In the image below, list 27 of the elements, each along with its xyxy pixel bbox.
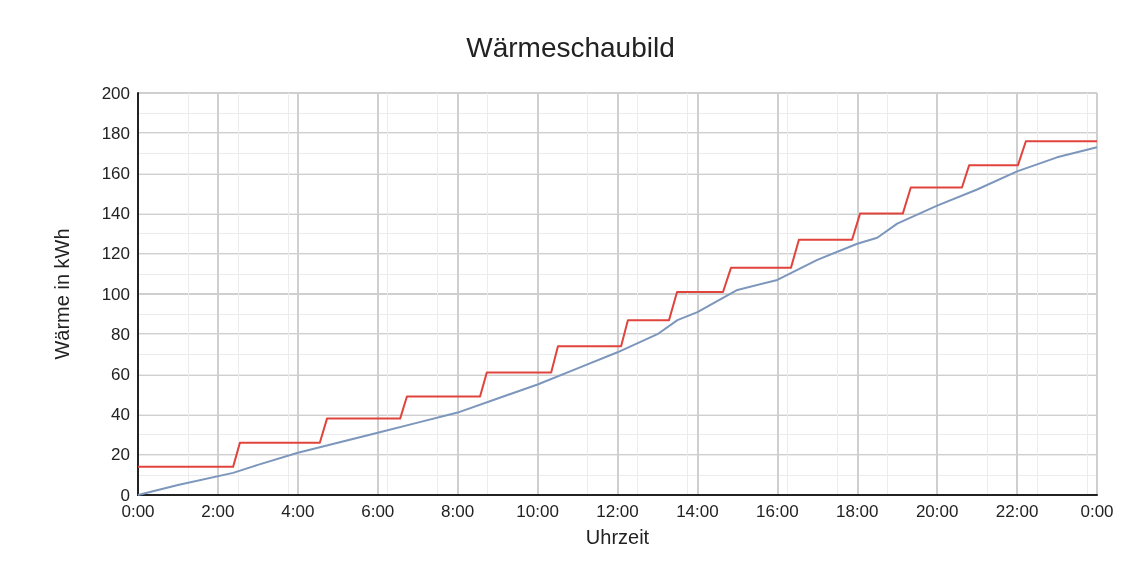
y-tick-label: 20 (111, 445, 130, 465)
x-tick-label: 10:00 (516, 502, 559, 521)
y-tick-label: 140 (101, 204, 130, 224)
x-tick-label: 12:00 (596, 502, 639, 521)
y-tick-label: 100 (101, 284, 130, 304)
x-tick-label: 2:00 (201, 502, 235, 521)
x-tick-label: 20:00 (915, 502, 959, 521)
y-tick-label: 0 (120, 485, 130, 505)
y-tick-label: 60 (111, 364, 130, 384)
x-axis-title: Uhrzeit (585, 526, 650, 548)
y-tick-label: 160 (101, 163, 130, 183)
y-tick-label: 80 (111, 324, 130, 344)
y-tick-label: 180 (101, 123, 130, 143)
y-tick-label: 40 (111, 405, 130, 425)
chart-title: Wärmeschaubild (466, 31, 675, 63)
x-tick-label: 0:00 (1080, 502, 1114, 521)
x-tick-label: 6:00 (361, 502, 395, 521)
x-tick-label: 4:00 (281, 502, 315, 521)
x-tick-label: 14:00 (676, 502, 719, 521)
y-axis-title: Wärme in kWh (51, 228, 73, 360)
x-tick-label: 16:00 (756, 502, 799, 521)
x-tick-label: 18:00 (835, 502, 879, 521)
x-tick-label: 8:00 (441, 502, 475, 521)
y-tick-label: 120 (101, 244, 130, 264)
y-tick-label: 200 (101, 83, 130, 103)
x-tick-label: 22:00 (995, 502, 1039, 521)
x-tick-label: 0:00 (121, 502, 155, 521)
